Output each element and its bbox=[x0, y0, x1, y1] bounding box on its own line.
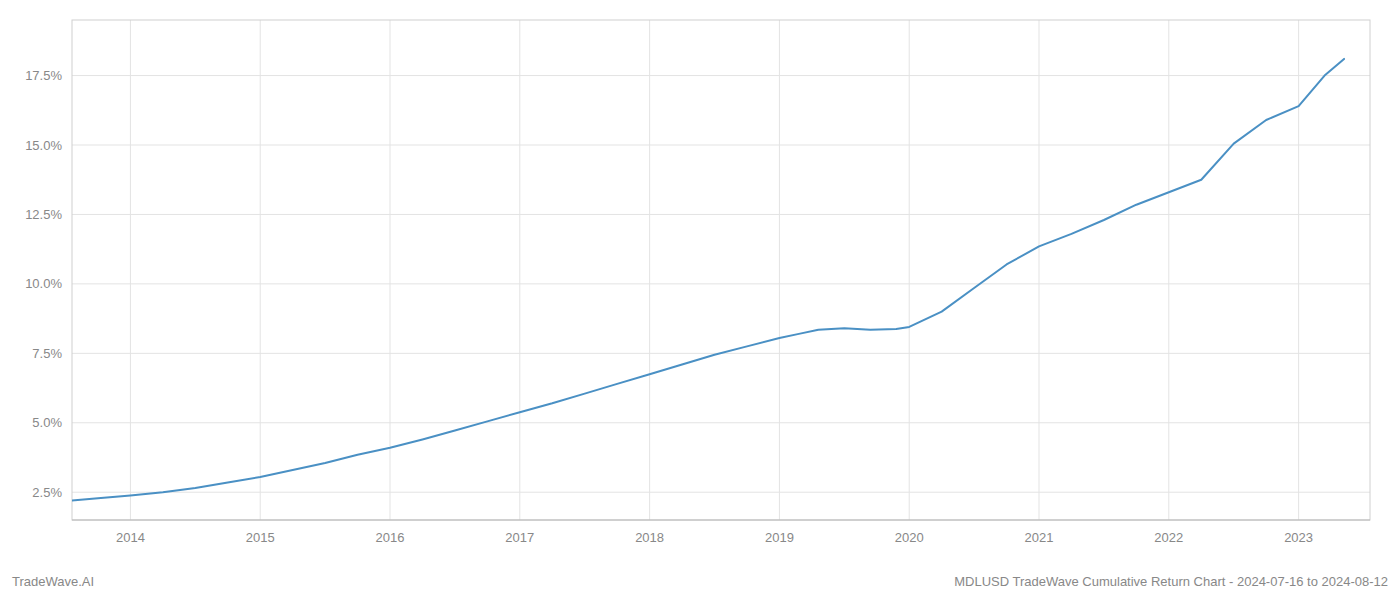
y-grid-line bbox=[72, 422, 1370, 423]
x-grid-line bbox=[519, 20, 520, 520]
y-tick-label: 5.0% bbox=[32, 415, 62, 430]
x-grid-line bbox=[1039, 20, 1040, 520]
x-tick-label: 2022 bbox=[1154, 530, 1183, 545]
y-tick-label: 17.5% bbox=[25, 68, 62, 83]
x-grid-line bbox=[1168, 20, 1169, 520]
texts: TradeWave.AI MDLUSD TradeWave Cumulative … bbox=[12, 574, 1388, 589]
x-grid-line bbox=[909, 20, 910, 520]
x-tick-label: 2016 bbox=[376, 530, 405, 545]
data bbox=[72, 59, 1344, 501]
x-tick-label: 2020 bbox=[895, 530, 924, 545]
y-tick-label: 2.5% bbox=[32, 485, 62, 500]
y-tick-label: 15.0% bbox=[25, 138, 62, 153]
y-tick-label: 7.5% bbox=[32, 346, 62, 361]
y-grid-line bbox=[72, 214, 1370, 215]
y-grid-line bbox=[72, 145, 1370, 146]
x-tick-label: 2021 bbox=[1025, 530, 1054, 545]
watermark: TradeWave.AI bbox=[12, 574, 94, 589]
y-grid-line bbox=[72, 283, 1370, 284]
x-tick-label: 2023 bbox=[1284, 530, 1313, 545]
x-tick-label: 2019 bbox=[765, 530, 794, 545]
axes: 2014 2015 2016 2017 2018 2019 2020 2021 2022 2023… bbox=[25, 20, 1370, 545]
chart: 2014 2015 2016 2017 2018 2019 2020 2021 2022 2023… bbox=[0, 0, 1400, 600]
y-tick-label: 10.0% bbox=[25, 276, 62, 291]
y-tick-label: 12.5% bbox=[25, 207, 62, 222]
title: MDLUSD TradeWave Cumulative Return Chart… bbox=[954, 574, 1388, 589]
x-grid-line bbox=[130, 20, 131, 520]
x-axis-line bbox=[72, 520, 1370, 521]
x-grid-line bbox=[649, 20, 650, 520]
x-grid-line bbox=[779, 20, 780, 520]
x-grid-line bbox=[390, 20, 391, 520]
line bbox=[72, 59, 1344, 501]
y-grid-line bbox=[72, 492, 1370, 493]
grid bbox=[72, 20, 1370, 520]
x-tick-label: 2018 bbox=[635, 530, 664, 545]
x-tick-label: 2015 bbox=[246, 530, 275, 545]
x-tick-label: 2014 bbox=[116, 530, 145, 545]
x-tick-label: 2017 bbox=[505, 530, 534, 545]
x-grid-line bbox=[260, 20, 261, 520]
y-grid-line bbox=[72, 75, 1370, 76]
plot-frame bbox=[72, 20, 1370, 520]
x-grid-line bbox=[1298, 20, 1299, 520]
